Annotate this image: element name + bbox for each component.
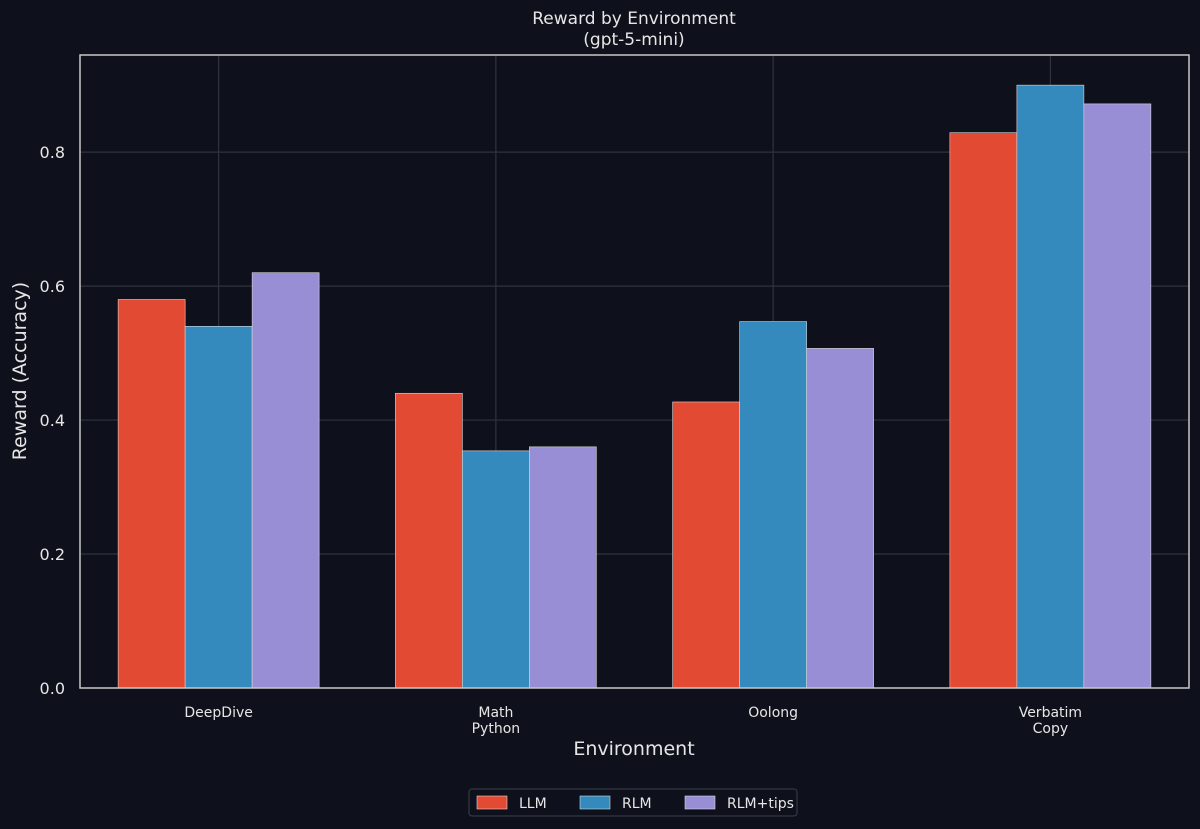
x-tick-label: Verbatim Copy: [1019, 705, 1082, 737]
chart-subtitle: (gpt-5-mini): [583, 30, 684, 50]
y-axis-title: Reward (Accuracy): [9, 282, 31, 460]
x-tick-label: Math Python: [472, 705, 521, 737]
bar-rlm-tips-verbatim-copy: [1083, 103, 1152, 689]
bar-rlm-verbatim-copy: [1016, 84, 1085, 689]
legend-item-rlm-tips: RLM+tips: [684, 795, 794, 812]
bar-rlm-math-python: [462, 450, 530, 689]
x-tick-label: Oolong: [748, 705, 798, 721]
legend-swatch-rlm-tips: [684, 795, 716, 810]
plot-frame: [79, 54, 1190, 689]
chart-title: Reward by Environment: [532, 9, 736, 29]
legend-swatch-rlm: [579, 795, 611, 810]
bar-llm-verbatim-copy: [949, 132, 1018, 689]
legend-swatch-llm: [476, 795, 508, 810]
bars-group: [117, 84, 1152, 689]
y-tick-label: 0.8: [40, 143, 65, 162]
legend-label-rlm: RLM: [622, 796, 652, 812]
x-tick-label: DeepDive: [184, 705, 252, 721]
bar-rlm-tips-math-python: [529, 446, 597, 689]
y-tick-label: 0.4: [40, 411, 65, 430]
bar-llm-oolong: [672, 401, 740, 689]
legend: LLM RLM RLM+tips: [468, 788, 798, 817]
bar-llm-deepdive: [117, 299, 186, 689]
bar-rlm-deepdive: [184, 325, 253, 689]
bar-rlm-tips-deepdive: [251, 272, 320, 689]
legend-item-rlm: RLM: [579, 795, 652, 812]
legend-label-rlm-tips: RLM+tips: [727, 796, 794, 812]
bar-rlm-oolong: [739, 321, 807, 689]
legend-label-llm: LLM: [519, 796, 547, 812]
bar-llm-math-python: [395, 392, 463, 689]
x-axis-title: Environment: [573, 738, 694, 760]
y-tick-label: 0.2: [40, 545, 65, 564]
y-axis-ticks: 0.0 0.2 0.4 0.6 0.8: [40, 143, 65, 698]
legend-item-llm: LLM: [476, 795, 547, 812]
y-tick-label: 0.6: [40, 277, 65, 296]
bar-rlm-tips-oolong: [806, 348, 874, 689]
x-axis-ticks: DeepDive Math Python Oolong Verbatim Copy: [184, 705, 1082, 737]
y-tick-label: 0.0: [40, 679, 65, 698]
